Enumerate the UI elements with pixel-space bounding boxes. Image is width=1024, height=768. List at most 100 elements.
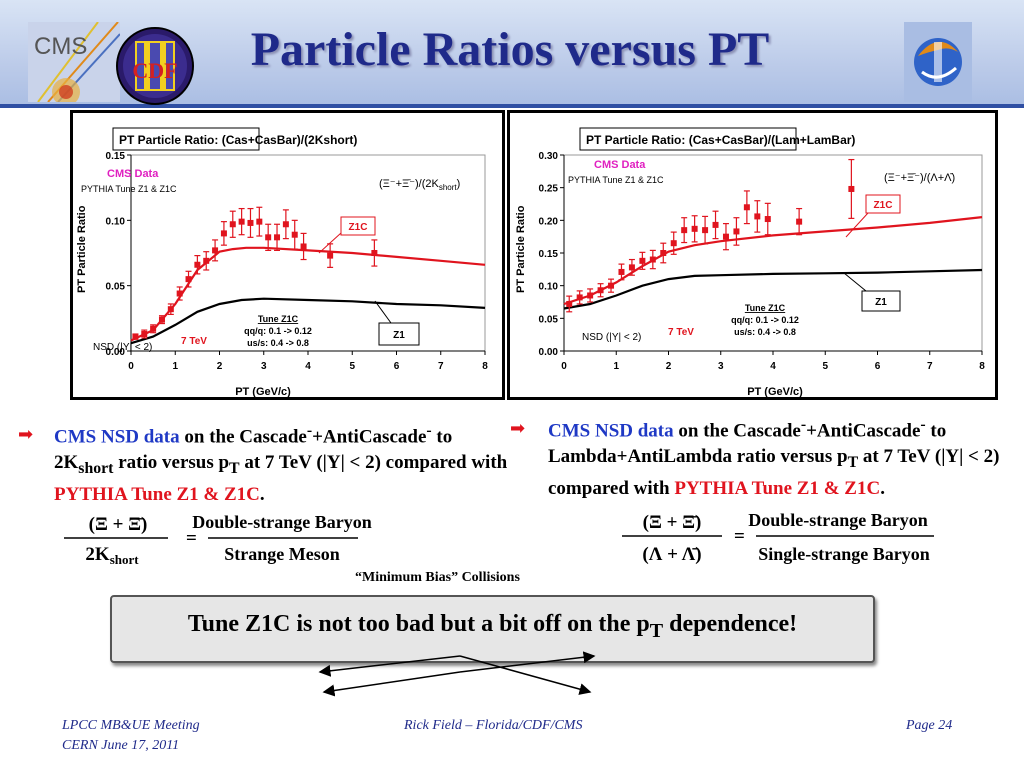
caption-text: at 7 TeV (|Y| < 2) compared with <box>548 446 1000 500</box>
right-formula: (Ξ + Ξ̄) (Λ + Λ̄) = Double-strange Baryo… <box>622 510 934 565</box>
y-tick-label: 0.25 <box>539 184 559 195</box>
x-tick-label: 6 <box>394 361 400 372</box>
data-point <box>618 268 625 275</box>
data-point <box>587 292 594 299</box>
formula-numerator: (Ξ + Ξ̄) <box>89 514 148 535</box>
caption-text: on the Cascade <box>179 426 307 448</box>
z1c-pointer <box>318 232 342 254</box>
data-point <box>796 218 803 225</box>
z1-curve <box>563 268 983 310</box>
caption-highlight: CMS NSD data <box>54 426 180 448</box>
footer-author: Rick Field – Florida/CDF/CMS <box>404 718 583 733</box>
footer-date: CERN June 17, 2011 <box>62 738 180 753</box>
data-point <box>764 216 771 223</box>
chart-title-box <box>112 127 260 151</box>
caption-text: +AntiCascade <box>312 426 427 448</box>
cms-logo: CMS <box>28 22 120 102</box>
caption-text: ratio versus p <box>113 452 230 474</box>
y-tick-label: 0.00 <box>106 347 126 358</box>
caption-text: . <box>259 484 265 506</box>
formula-numerator: (Ξ + Ξ̄) <box>643 512 702 533</box>
formula-den-main: 2K <box>85 544 110 565</box>
data-point <box>639 257 646 264</box>
right-caption: CMS NSD data on the Cascade-+AntiCascade… <box>548 412 1003 502</box>
data-point <box>291 231 298 238</box>
cdf-logo: CDF <box>116 27 194 105</box>
data-point <box>238 218 245 225</box>
energy-label: 7 TeV <box>181 336 207 347</box>
chart-title: PT Particle Ratio: (Cas+CasBar)/(Lam+Lam… <box>586 133 855 147</box>
tune-title: Tune Z1C <box>745 303 786 313</box>
banner-text-part: Tune Z1C is not too bad but a bit off on… <box>187 611 650 637</box>
caption-sub: T <box>847 454 859 472</box>
data-point <box>670 240 677 247</box>
z1-label-box <box>861 290 901 312</box>
formula-right-denominator: Strange Meson <box>224 544 340 564</box>
data-point <box>212 247 219 254</box>
formula-right-denominator: Single-strange Baryon <box>758 544 930 564</box>
y-tick-label: 0.05 <box>539 314 559 325</box>
data-point <box>194 261 201 268</box>
data-point <box>300 243 307 250</box>
data-point <box>265 234 272 241</box>
formula-right-numerator: Double-strange Baryon <box>192 512 372 532</box>
data-point <box>691 225 698 232</box>
z1c-label: Z1C <box>349 222 368 233</box>
ratio-formula-end: ) <box>457 178 461 190</box>
conclusion-text: Tune Z1C is not too bad but a bit off on… <box>112 611 873 643</box>
data-point <box>597 287 604 294</box>
x-tick-label: 4 <box>770 361 776 372</box>
ratio-formula-main: (Ξ⁻+Ξ̄⁻)/(2K <box>379 178 439 190</box>
caption-text: to Lambda+AntiLambda ratio versus p <box>548 420 947 468</box>
cms-logo-text: CMS <box>34 33 87 60</box>
x-tick-label: 5 <box>822 361 828 372</box>
data-point <box>681 227 688 234</box>
formula-den-sub: short <box>110 552 140 567</box>
data-point <box>247 219 254 226</box>
x-tick-label: 8 <box>979 361 985 372</box>
x-tick-label: 4 <box>305 361 311 372</box>
data-point <box>158 316 165 323</box>
left-chart: PT Particle Ratio: (Cas+CasBar)/(2Kshort… <box>76 127 488 397</box>
x-tick-label: 8 <box>482 361 488 372</box>
data-point <box>229 221 236 228</box>
x-tick-label: 0 <box>561 361 567 372</box>
x-tick-label: 7 <box>438 361 444 372</box>
left-caption: CMS NSD data on the Cascade-+AntiCascade… <box>54 418 514 508</box>
data-point <box>220 230 227 237</box>
nsd-label: NSD (|Y| < 2) <box>93 342 152 353</box>
z1-pointer <box>843 272 867 292</box>
formula-equals: = <box>734 526 745 547</box>
cms-data-label: CMS Data <box>107 168 159 180</box>
caption-highlight: CMS NSD data <box>548 420 674 442</box>
z1-pointer <box>374 300 392 324</box>
formula-equals: = <box>186 528 197 549</box>
y-tick-label: 0.15 <box>106 151 126 162</box>
data-point <box>167 306 174 313</box>
tune-us: us/s: 0.4 -> 0.8 <box>734 327 796 337</box>
y-tick-label: 0.10 <box>106 216 126 227</box>
banner-text-part: dependence! <box>663 611 798 637</box>
arrow-line <box>459 651 596 673</box>
caption-highlight-red: PYTHIA Tune Z1 & Z1C <box>674 478 881 500</box>
data-point <box>576 294 583 301</box>
x-tick-label: 3 <box>261 361 267 372</box>
x-tick-label: 1 <box>613 361 619 372</box>
y-tick-label: 0.15 <box>539 249 559 260</box>
x-tick-label: 1 <box>172 361 178 372</box>
data-point <box>660 250 667 256</box>
tune-qq: qq/q: 0.1 -> 0.12 <box>244 326 312 336</box>
x-tick-label: 3 <box>718 361 724 372</box>
chart-title-box <box>579 127 797 151</box>
z1-label-box <box>378 322 420 346</box>
ratio-formula-sub: short <box>439 183 458 192</box>
caption-sub: T <box>229 460 240 478</box>
z1-curve <box>130 297 486 345</box>
z1c-curve <box>130 246 486 342</box>
right-chart: PT Particle Ratio: (Cas+CasBar)/(Lam+Lam… <box>515 127 985 397</box>
x-tick-label: 7 <box>927 361 933 372</box>
conclusion-banner: Tune Z1C is not too bad but a bit off on… <box>110 595 875 663</box>
y-tick-label: 0.10 <box>539 282 559 293</box>
bullet-arrow-icon: ➡ <box>18 424 34 445</box>
data-point <box>566 300 573 307</box>
